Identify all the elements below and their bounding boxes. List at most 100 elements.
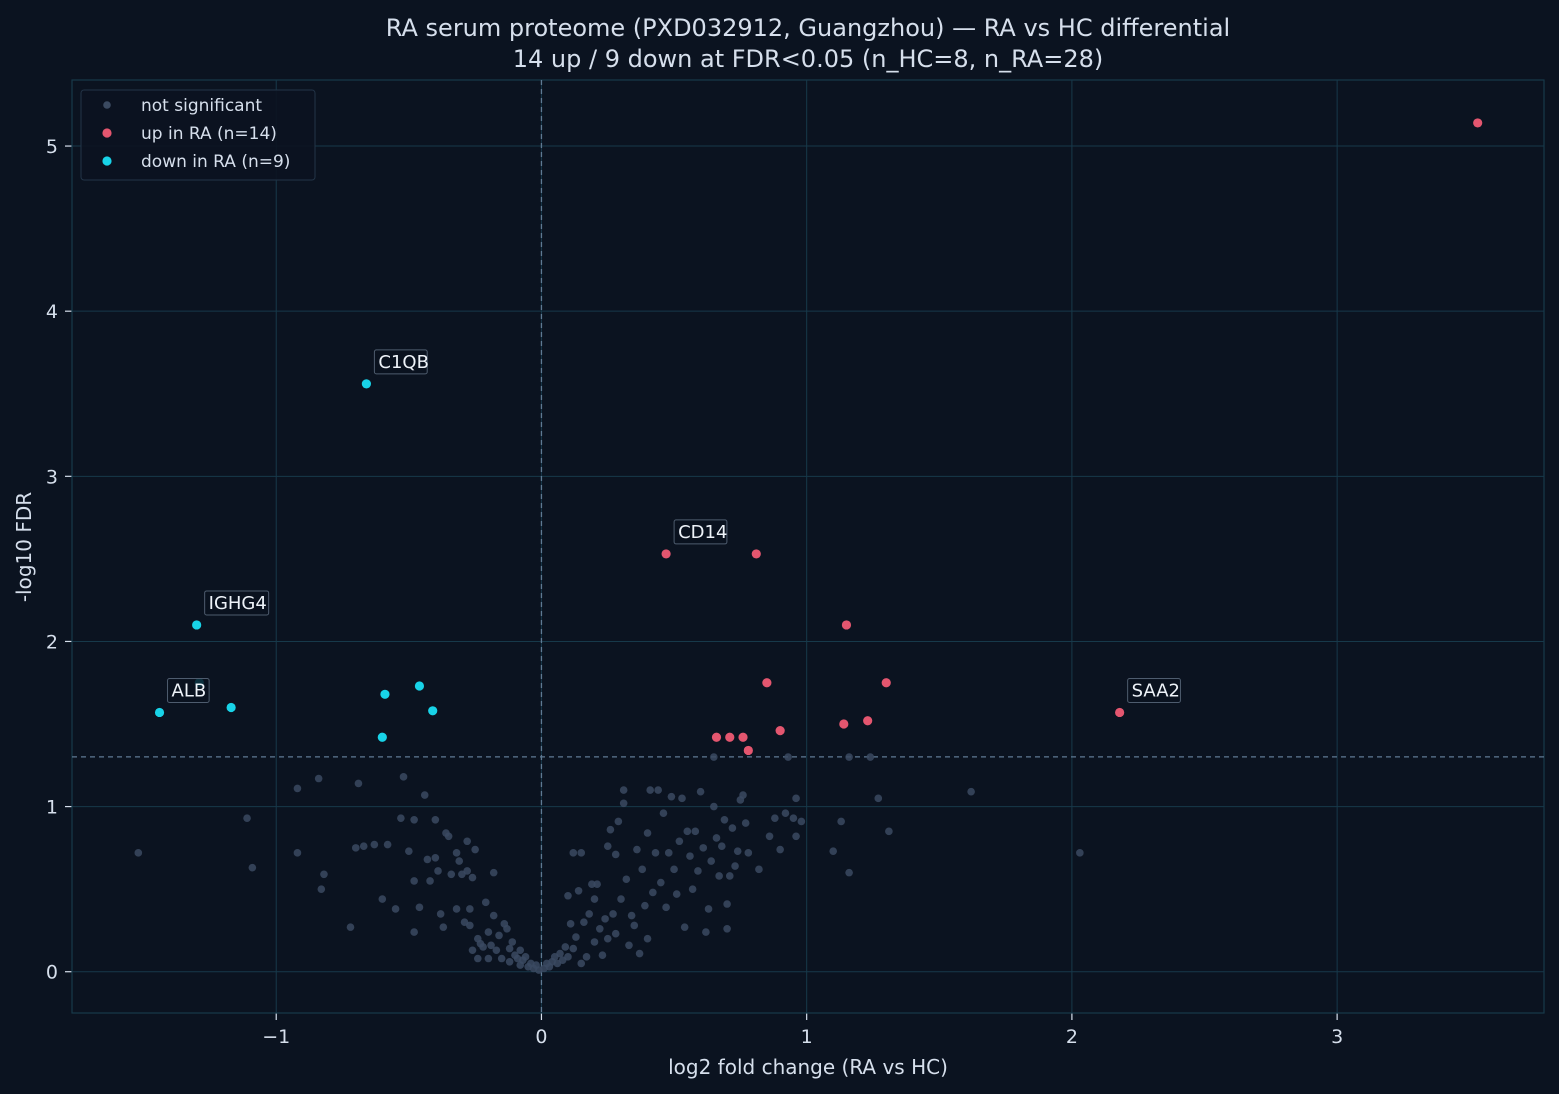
data-point [630,921,639,930]
y-tick-label: 0 [46,962,58,984]
data-point [881,678,891,688]
data-point [484,928,493,936]
data-point [431,815,440,824]
data-point [359,842,368,851]
data-point [574,887,583,895]
data-point [672,890,681,898]
data-point [603,842,612,851]
data-point [564,891,572,900]
data-point [561,943,570,951]
data-point [320,870,328,879]
data-point [577,849,586,857]
data-point [447,870,456,879]
legend-marker [102,156,112,166]
data-point [781,809,790,817]
data-point [466,921,474,930]
data-point [627,911,636,920]
data-point [134,849,143,857]
data-point [625,941,633,950]
plot-frame [71,79,1545,1014]
data-point [657,878,665,887]
data-point [414,681,425,691]
x-tick-label: 2 [1066,1026,1078,1048]
data-point [622,875,631,884]
data-point [399,773,408,781]
data-point [755,865,763,874]
data-point [649,888,657,897]
data-point [505,944,514,953]
data-point [688,885,697,893]
data-point [619,786,628,794]
data-point [845,753,853,761]
x-axis-label: log2 fold change (RA vs HC) [668,1055,948,1079]
data-point [410,877,418,885]
data-point [351,844,360,852]
data-point [691,827,700,836]
data-point [664,849,673,857]
data-point [744,849,753,857]
data-point [354,779,363,788]
data-point [243,814,251,822]
data-point [680,923,689,931]
annotation-label: ALB [172,680,207,701]
data-point [452,905,461,913]
data-point [617,895,625,903]
data-point [967,787,975,796]
data-point [784,753,792,761]
data-point [839,719,849,729]
data-point [718,842,726,851]
data-point [489,868,498,877]
data-point [659,809,668,817]
data-point [694,867,702,875]
legend-marker [102,128,112,138]
data-point [556,949,564,958]
legend: not significant up in RA (n=14) down in RA… [80,89,316,181]
data-point [495,931,503,940]
data-point [675,837,684,846]
data-point [497,954,506,963]
data-point [725,732,735,742]
data-point [484,954,493,963]
data-point [1115,707,1125,718]
data-point [728,824,737,832]
data-point [380,689,390,699]
data-point [410,815,418,824]
data-point [723,900,731,908]
data-point [678,794,686,803]
data-point [792,832,800,841]
data-point [423,855,432,864]
data-point [463,867,471,875]
data-point [473,954,482,963]
annotation-box [673,519,728,545]
data-point [444,832,453,841]
data-point [492,946,501,955]
data-point [614,817,623,826]
data-point [503,924,511,933]
annotation-box [1127,677,1181,703]
data-point [702,928,710,936]
data-point [715,872,723,880]
data-point [410,928,418,936]
x-tick-label: 1 [801,1026,813,1048]
chart-title: RA serum proteome (PXD032912, Guangzhou)… [386,14,1230,42]
x-tick-label: 0 [535,1026,547,1048]
data-point [452,849,461,857]
data-point [738,732,748,742]
data-point [466,905,474,913]
y-tick-label: 2 [46,631,58,653]
data-point [585,910,593,918]
data-point [704,905,713,913]
data-point [731,862,739,870]
data-point [415,903,424,912]
data-point [317,885,326,893]
data-point [564,953,572,961]
data-point [436,910,445,918]
data-point [662,903,670,912]
data-point [723,924,731,933]
data-point [667,792,676,801]
data-point [593,880,601,888]
data-point [829,847,837,855]
series-0 [134,753,1084,974]
legend-frame [80,89,316,181]
data-point [468,873,477,882]
